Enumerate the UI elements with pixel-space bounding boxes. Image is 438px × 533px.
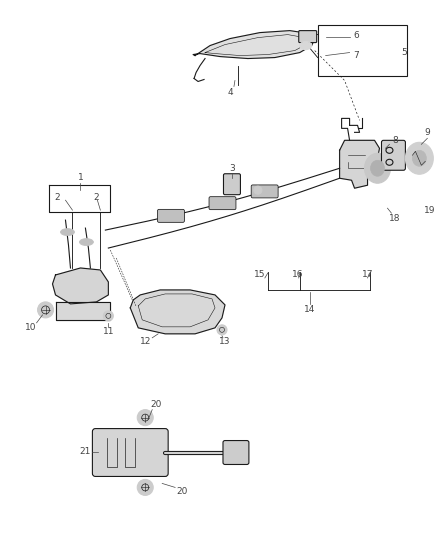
Text: 21: 21 (80, 447, 91, 456)
Text: 5: 5 (402, 48, 407, 57)
Text: 19: 19 (424, 206, 435, 215)
Ellipse shape (364, 154, 390, 183)
Ellipse shape (60, 229, 74, 236)
FancyBboxPatch shape (92, 429, 168, 477)
Polygon shape (193, 30, 314, 59)
FancyBboxPatch shape (158, 209, 184, 222)
FancyBboxPatch shape (299, 30, 317, 43)
Ellipse shape (79, 239, 93, 246)
Text: 9: 9 (424, 128, 430, 137)
Text: 13: 13 (219, 337, 231, 346)
Text: 20: 20 (151, 400, 162, 409)
FancyBboxPatch shape (209, 197, 236, 209)
Text: 8: 8 (392, 136, 398, 145)
Text: 11: 11 (102, 327, 114, 336)
FancyBboxPatch shape (223, 441, 249, 464)
Ellipse shape (217, 325, 227, 335)
Text: 14: 14 (304, 305, 315, 314)
Text: 18: 18 (389, 214, 400, 223)
Text: 6: 6 (354, 31, 360, 40)
Text: 12: 12 (140, 337, 151, 346)
Text: 2: 2 (94, 193, 99, 201)
Ellipse shape (137, 410, 153, 425)
Text: 15: 15 (254, 270, 265, 279)
Ellipse shape (137, 480, 153, 495)
Polygon shape (339, 140, 379, 188)
FancyBboxPatch shape (251, 185, 278, 198)
Text: 10: 10 (25, 324, 36, 333)
Polygon shape (56, 302, 110, 320)
Text: 4: 4 (227, 88, 233, 97)
Text: 3: 3 (229, 164, 235, 173)
Polygon shape (53, 268, 108, 304)
Text: 16: 16 (292, 270, 304, 279)
Ellipse shape (103, 311, 113, 321)
Text: 17: 17 (362, 270, 373, 279)
Text: 20: 20 (177, 487, 188, 496)
FancyBboxPatch shape (223, 174, 240, 195)
Ellipse shape (413, 150, 426, 166)
Ellipse shape (406, 142, 433, 174)
Ellipse shape (371, 160, 385, 176)
FancyBboxPatch shape (381, 140, 406, 170)
Ellipse shape (300, 42, 312, 50)
Text: 7: 7 (354, 51, 360, 60)
Text: 1: 1 (78, 173, 83, 182)
Ellipse shape (254, 186, 262, 194)
Polygon shape (130, 290, 225, 334)
Ellipse shape (38, 302, 53, 318)
Bar (318, 25, 407, 77)
Text: 2: 2 (55, 193, 60, 201)
